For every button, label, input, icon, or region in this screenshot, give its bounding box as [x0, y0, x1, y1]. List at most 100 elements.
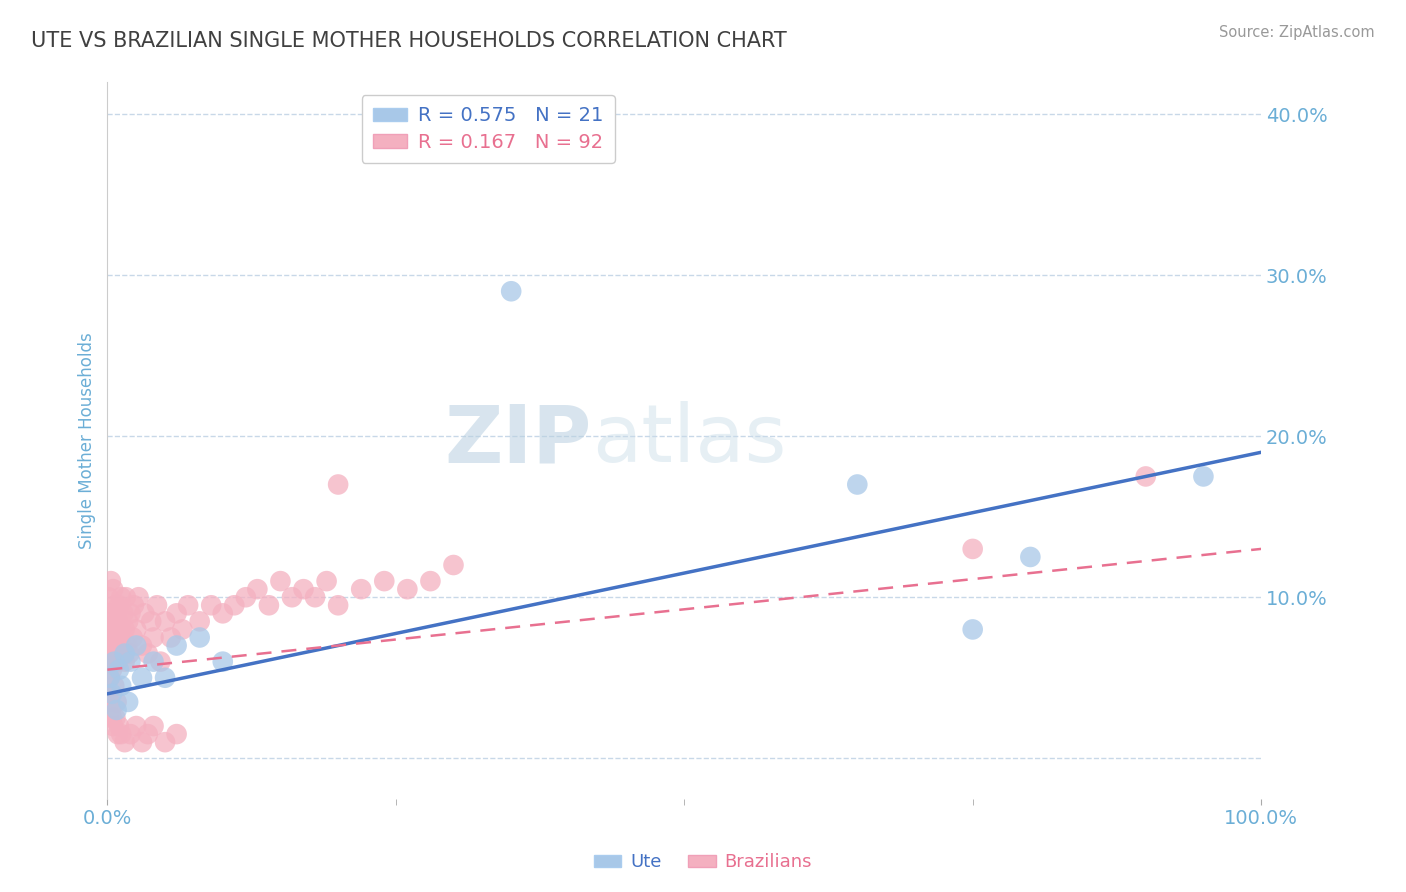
- Point: [142, 719, 165, 733]
- Point: [166, 607, 188, 621]
- Point: [104, 639, 127, 653]
- Point: [141, 615, 163, 629]
- Legend: Ute, Brazilians: Ute, Brazilians: [586, 847, 820, 879]
- Point: [142, 655, 165, 669]
- Point: [200, 599, 222, 613]
- Text: ZIP: ZIP: [444, 401, 592, 479]
- Point: [153, 671, 176, 685]
- Point: [396, 582, 419, 597]
- Point: [103, 679, 125, 693]
- Y-axis label: Single Mother Households: Single Mother Households: [79, 332, 96, 549]
- Point: [118, 647, 141, 661]
- Point: [136, 727, 159, 741]
- Point: [100, 574, 122, 588]
- Point: [373, 574, 395, 588]
- Point: [136, 647, 159, 661]
- Point: [108, 631, 131, 645]
- Point: [128, 591, 150, 605]
- Point: [101, 687, 124, 701]
- Point: [107, 727, 129, 741]
- Point: [97, 687, 120, 701]
- Point: [1192, 469, 1215, 483]
- Point: [108, 599, 131, 613]
- Point: [101, 647, 124, 661]
- Point: [153, 735, 176, 749]
- Point: [110, 727, 132, 741]
- Point: [443, 558, 465, 572]
- Point: [114, 735, 136, 749]
- Point: [501, 285, 523, 299]
- Point: [122, 599, 145, 613]
- Point: [108, 647, 131, 661]
- Point: [101, 663, 124, 677]
- Point: [103, 655, 125, 669]
- Point: [257, 599, 280, 613]
- Point: [117, 615, 139, 629]
- Point: [211, 607, 233, 621]
- Point: [235, 591, 257, 605]
- Point: [110, 591, 132, 605]
- Point: [98, 671, 121, 685]
- Point: [142, 631, 165, 645]
- Point: [103, 655, 125, 669]
- Point: [104, 711, 127, 725]
- Point: [120, 727, 142, 741]
- Point: [131, 671, 153, 685]
- Point: [100, 703, 122, 717]
- Point: [292, 582, 315, 597]
- Point: [101, 631, 124, 645]
- Point: [115, 591, 138, 605]
- Point: [131, 735, 153, 749]
- Point: [108, 719, 131, 733]
- Point: [1019, 549, 1042, 564]
- Point: [350, 582, 373, 597]
- Point: [104, 599, 127, 613]
- Point: [166, 639, 188, 653]
- Point: [97, 623, 120, 637]
- Point: [962, 623, 984, 637]
- Point: [962, 541, 984, 556]
- Point: [304, 591, 326, 605]
- Point: [111, 639, 134, 653]
- Text: Source: ZipAtlas.com: Source: ZipAtlas.com: [1219, 25, 1375, 40]
- Point: [107, 655, 129, 669]
- Point: [125, 719, 148, 733]
- Point: [101, 719, 124, 733]
- Point: [315, 574, 337, 588]
- Point: [131, 639, 153, 653]
- Point: [105, 607, 128, 621]
- Point: [112, 607, 135, 621]
- Point: [153, 615, 176, 629]
- Point: [105, 695, 128, 709]
- Point: [134, 607, 156, 621]
- Point: [121, 631, 143, 645]
- Point: [101, 711, 124, 725]
- Point: [177, 599, 200, 613]
- Point: [281, 591, 304, 605]
- Point: [110, 679, 132, 693]
- Point: [326, 599, 349, 613]
- Point: [114, 655, 136, 669]
- Point: [188, 631, 211, 645]
- Point: [246, 582, 269, 597]
- Point: [107, 615, 129, 629]
- Point: [114, 647, 136, 661]
- Point: [419, 574, 441, 588]
- Point: [269, 574, 291, 588]
- Point: [110, 623, 132, 637]
- Point: [103, 623, 125, 637]
- Point: [125, 623, 148, 637]
- Point: [98, 695, 121, 709]
- Point: [114, 623, 136, 637]
- Point: [101, 582, 124, 597]
- Point: [125, 639, 148, 653]
- Legend: R = 0.575   N = 21, R = 0.167   N = 92: R = 0.575 N = 21, R = 0.167 N = 92: [361, 95, 614, 163]
- Point: [166, 727, 188, 741]
- Point: [846, 477, 869, 491]
- Point: [108, 663, 131, 677]
- Point: [120, 655, 142, 669]
- Point: [100, 655, 122, 669]
- Point: [105, 703, 128, 717]
- Point: [326, 477, 349, 491]
- Point: [120, 607, 142, 621]
